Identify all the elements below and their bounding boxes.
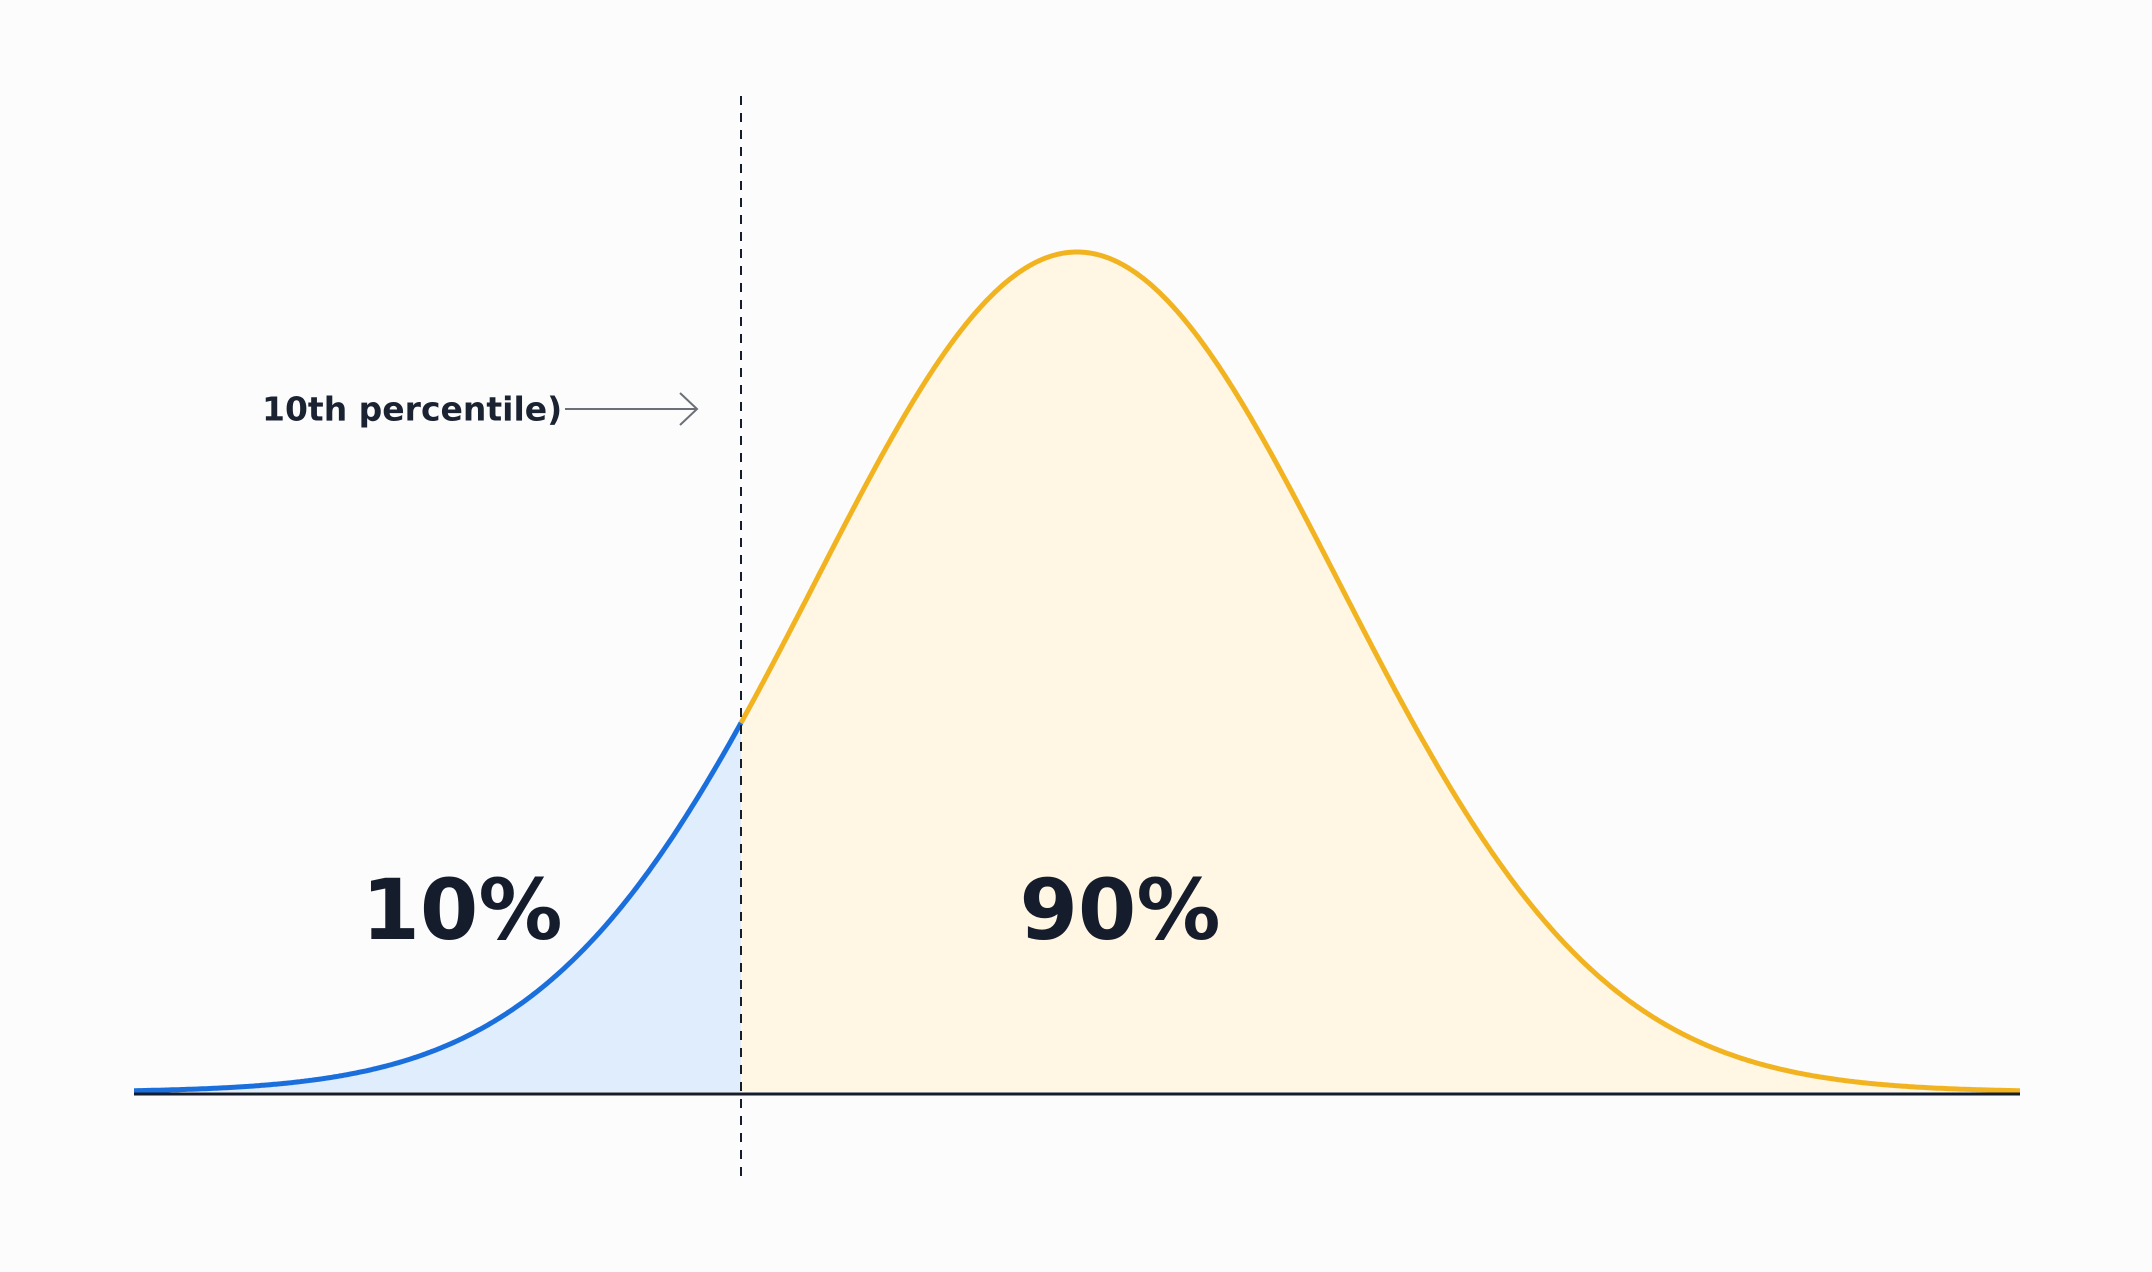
left-label: 10% bbox=[361, 861, 562, 959]
arrow-head bbox=[679, 392, 699, 426]
right-label: 90% bbox=[1019, 861, 1220, 959]
annotation: 10th percentile) bbox=[262, 390, 562, 429]
left-area bbox=[134, 722, 741, 1092]
right-area bbox=[741, 252, 2020, 1092]
left-curve bbox=[134, 721, 744, 1094]
right-curve bbox=[738, 249, 2020, 1094]
